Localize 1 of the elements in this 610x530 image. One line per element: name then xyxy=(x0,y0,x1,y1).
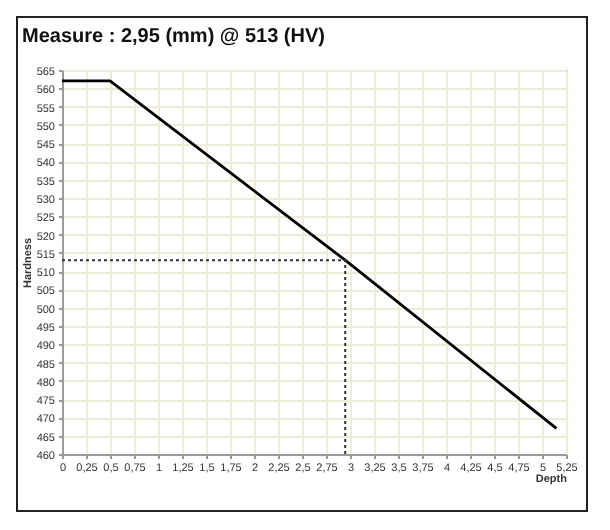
chart-title: Measure : 2,95 (mm) @ 513 (HV) xyxy=(22,26,325,48)
